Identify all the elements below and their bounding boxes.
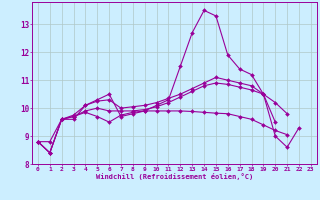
X-axis label: Windchill (Refroidissement éolien,°C): Windchill (Refroidissement éolien,°C) xyxy=(96,173,253,180)
